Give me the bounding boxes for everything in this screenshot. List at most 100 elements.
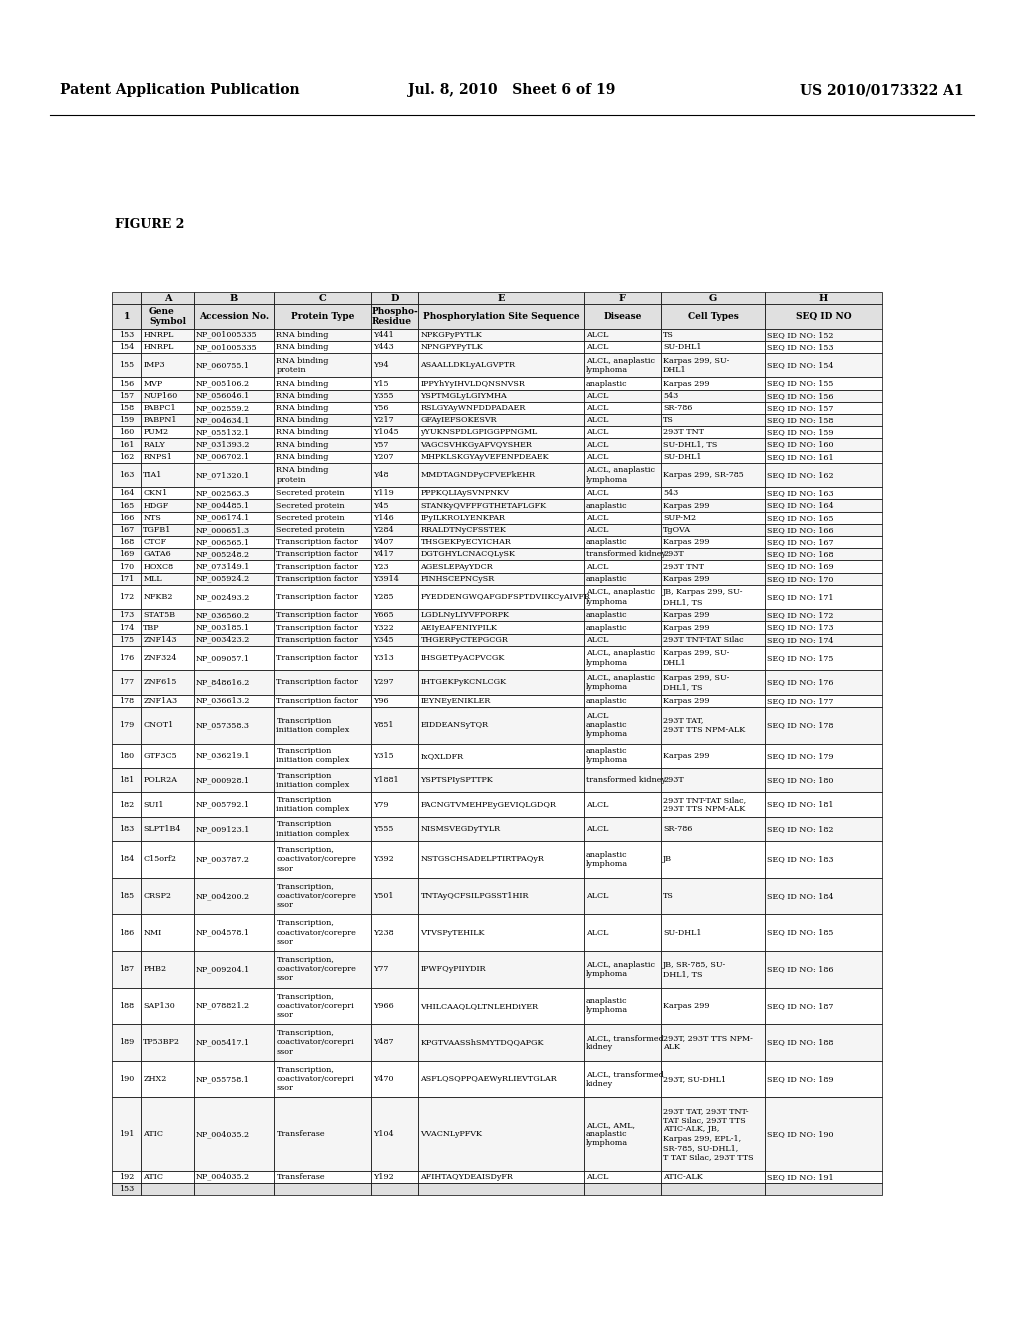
Bar <box>765 292 882 304</box>
Bar <box>662 610 765 622</box>
Text: NTS: NTS <box>143 513 161 521</box>
Text: SEQ ID NO: 180: SEQ ID NO: 180 <box>767 776 834 784</box>
Bar <box>194 329 274 341</box>
Text: 293T TAT,
293T TTS NPM-ALK: 293T TAT, 293T TTS NPM-ALK <box>663 717 745 734</box>
Bar <box>584 499 662 512</box>
Text: NPKGPyPYTLK: NPKGPyPYTLK <box>421 331 482 339</box>
Bar <box>141 817 194 841</box>
Text: Karpas 299, SU-
DHL1: Karpas 299, SU- DHL1 <box>663 356 729 374</box>
Text: Y313: Y313 <box>373 655 393 663</box>
Text: ALCL, anaplastic
lymphoma: ALCL, anaplastic lymphoma <box>586 675 655 692</box>
Bar <box>662 414 765 426</box>
Text: SEQ ID NO: 185: SEQ ID NO: 185 <box>767 929 834 937</box>
Text: SEQ ID NO: 164: SEQ ID NO: 164 <box>767 502 834 510</box>
Text: Transcription,
coactivator/corepri
ssor: Transcription, coactivator/corepri ssor <box>276 993 354 1019</box>
Text: NP_009123.1: NP_009123.1 <box>196 825 250 833</box>
Bar <box>584 573 662 585</box>
Text: 157: 157 <box>119 392 134 400</box>
Bar <box>112 792 141 817</box>
Text: SAP130: SAP130 <box>143 1002 175 1010</box>
Text: Y284: Y284 <box>373 525 393 535</box>
Text: Transcription factor: Transcription factor <box>276 539 358 546</box>
Bar <box>194 426 274 438</box>
Bar <box>662 329 765 341</box>
Text: ALCL, anaplastic
lymphoma: ALCL, anaplastic lymphoma <box>586 589 655 606</box>
Text: JB, SR-785, SU-
DHL1, TS: JB, SR-785, SU- DHL1, TS <box>663 961 726 978</box>
Bar <box>274 1097 371 1171</box>
Text: Transcription factor: Transcription factor <box>276 611 358 619</box>
Text: TS: TS <box>663 416 674 424</box>
Bar <box>274 401 371 414</box>
Bar <box>194 548 274 561</box>
Text: SEQ ID NO: 181: SEQ ID NO: 181 <box>767 800 834 809</box>
Text: Transcription
initiation complex: Transcription initiation complex <box>276 796 350 813</box>
Text: RALY: RALY <box>143 441 165 449</box>
Text: VVACNLyPFVK: VVACNLyPFVK <box>421 1130 482 1138</box>
Text: SEQ ID NO: 190: SEQ ID NO: 190 <box>767 1130 834 1138</box>
Bar <box>112 414 141 426</box>
Bar <box>662 401 765 414</box>
Bar <box>765 487 882 499</box>
Text: anaplastic: anaplastic <box>586 574 628 582</box>
Bar <box>141 1183 194 1195</box>
Bar <box>419 610 584 622</box>
Bar <box>371 708 419 743</box>
Bar <box>371 645 419 671</box>
Bar <box>141 841 194 878</box>
Text: SEQ ID NO: 179: SEQ ID NO: 179 <box>767 751 834 760</box>
Text: RNA binding
protein: RNA binding protein <box>276 466 329 483</box>
Bar <box>141 610 194 622</box>
Text: NP_031393.2: NP_031393.2 <box>196 441 250 449</box>
Text: 175: 175 <box>119 636 134 644</box>
Text: ATIC-ALK: ATIC-ALK <box>663 1172 702 1180</box>
Text: TS: TS <box>663 892 674 900</box>
Text: 181: 181 <box>119 776 134 784</box>
Bar <box>274 768 371 792</box>
Text: SEQ ID NO: 178: SEQ ID NO: 178 <box>767 721 834 729</box>
Text: NP_000928.1: NP_000928.1 <box>196 776 250 784</box>
Text: NP_005792.1: NP_005792.1 <box>196 800 250 809</box>
Text: 293T, SU-DHL1: 293T, SU-DHL1 <box>663 1074 726 1084</box>
Text: Y443: Y443 <box>373 343 393 351</box>
Text: NP_004485.1: NP_004485.1 <box>196 502 250 510</box>
Text: SEQ ID NO: 168: SEQ ID NO: 168 <box>767 550 834 558</box>
Text: ALCL: ALCL <box>586 1172 608 1180</box>
Bar <box>765 1024 882 1061</box>
Text: anaplastic: anaplastic <box>586 697 628 705</box>
Bar <box>371 792 419 817</box>
Bar <box>141 524 194 536</box>
Bar <box>194 463 274 487</box>
Text: IxQXLDFR: IxQXLDFR <box>421 751 464 760</box>
Text: Y441: Y441 <box>373 331 393 339</box>
Bar <box>274 694 371 708</box>
Bar <box>765 1061 882 1097</box>
Bar <box>662 352 765 378</box>
Bar <box>274 1183 371 1195</box>
Text: 191: 191 <box>119 1130 134 1138</box>
Text: 293T TAT, 293T TNT-
TAT Silac, 293T TTS
ATIC-ALK, JB,
Karpas 299, EPL-1,
SR-785,: 293T TAT, 293T TNT- TAT Silac, 293T TTS … <box>663 1107 754 1162</box>
Text: SEQ ID NO: 183: SEQ ID NO: 183 <box>767 855 834 863</box>
Text: NP_036560.2: NP_036560.2 <box>196 611 250 619</box>
Text: Y238: Y238 <box>373 929 393 937</box>
Bar <box>112 634 141 645</box>
Bar <box>662 1061 765 1097</box>
Bar <box>765 401 882 414</box>
Text: Y45: Y45 <box>373 502 388 510</box>
Text: TNTAyQCFSILPGSST1HIR: TNTAyQCFSILPGSST1HIR <box>421 892 529 900</box>
Text: Transcription,
coactivator/corepri
ssor: Transcription, coactivator/corepri ssor <box>276 1030 354 1056</box>
Bar <box>419 645 584 671</box>
Bar <box>194 634 274 645</box>
Bar <box>584 329 662 341</box>
Text: PPPKQLIAySVNPNKV: PPPKQLIAySVNPNKV <box>421 490 509 498</box>
Text: SEQ ID NO: 187: SEQ ID NO: 187 <box>767 1002 834 1010</box>
Bar <box>419 548 584 561</box>
Text: POLR2A: POLR2A <box>143 776 177 784</box>
Bar <box>371 561 419 573</box>
Bar <box>274 634 371 645</box>
Bar <box>141 743 194 768</box>
Text: SEQ ID NO: 167: SEQ ID NO: 167 <box>767 539 834 546</box>
Text: GTF3C5: GTF3C5 <box>143 751 177 760</box>
Bar <box>662 426 765 438</box>
Bar <box>194 1171 274 1183</box>
Text: SEQ ID NO: 176: SEQ ID NO: 176 <box>767 678 834 686</box>
